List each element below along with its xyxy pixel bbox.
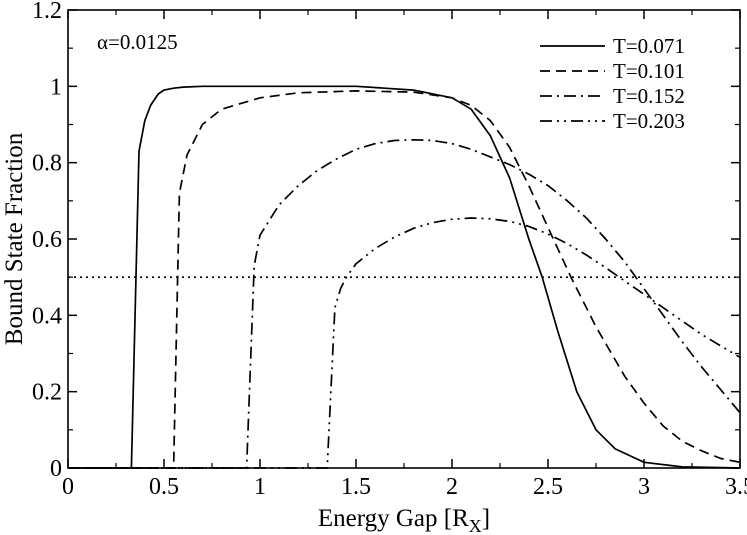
axis-ticks: 0 0.5 1 1.5 2 2.5 3 3.5 0 0.2 0.4 0.6 0.8 1 1.2 bbox=[32, 0, 747, 500]
x-tick-label: 3.5 bbox=[725, 474, 747, 500]
y-tick-label: 1.2 bbox=[32, 0, 62, 24]
legend-label-T=0.101: T=0.101 bbox=[613, 59, 685, 83]
y-axis-title: Bound State Fraction bbox=[1, 132, 28, 345]
x-tick-label: 1 bbox=[254, 474, 266, 500]
x-tick-label: 2 bbox=[446, 474, 458, 500]
series-line-T=0.071 bbox=[68, 85, 741, 469]
legend-label-T=0.203: T=0.203 bbox=[613, 109, 685, 133]
legend-label-T=0.152: T=0.152 bbox=[613, 84, 685, 108]
x-tick-label: 0 bbox=[62, 474, 74, 500]
y-tick-label: 0 bbox=[50, 456, 62, 482]
y-tick-label: 0.8 bbox=[32, 151, 62, 177]
x-axis-title-main: Energy Gap [R bbox=[318, 505, 469, 532]
legend-label-T=0.071: T=0.071 bbox=[613, 34, 685, 58]
x-axis-title-subscript: X bbox=[469, 516, 482, 535]
x-tick-label: 2.5 bbox=[533, 474, 563, 500]
x-tick-label: 3 bbox=[638, 474, 650, 500]
series-line-T=0.152 bbox=[68, 138, 741, 469]
y-tick-label: 0.2 bbox=[32, 380, 62, 406]
y-tick-label: 0.6 bbox=[32, 227, 62, 253]
plot-area bbox=[68, 85, 741, 469]
x-axis-title-close: ] bbox=[482, 505, 490, 532]
series-line-T=0.101 bbox=[68, 90, 741, 469]
annotation-alpha: α=0.0125 bbox=[97, 30, 178, 54]
x-tick-label: 0.5 bbox=[149, 474, 179, 500]
y-tick-label: 0.4 bbox=[32, 303, 62, 329]
y-tick-label: 1 bbox=[50, 74, 62, 100]
x-axis-title: Energy Gap [RX] bbox=[318, 505, 490, 535]
x-tick-label: 1.5 bbox=[341, 474, 371, 500]
series-line-T=0.203 bbox=[68, 217, 741, 469]
